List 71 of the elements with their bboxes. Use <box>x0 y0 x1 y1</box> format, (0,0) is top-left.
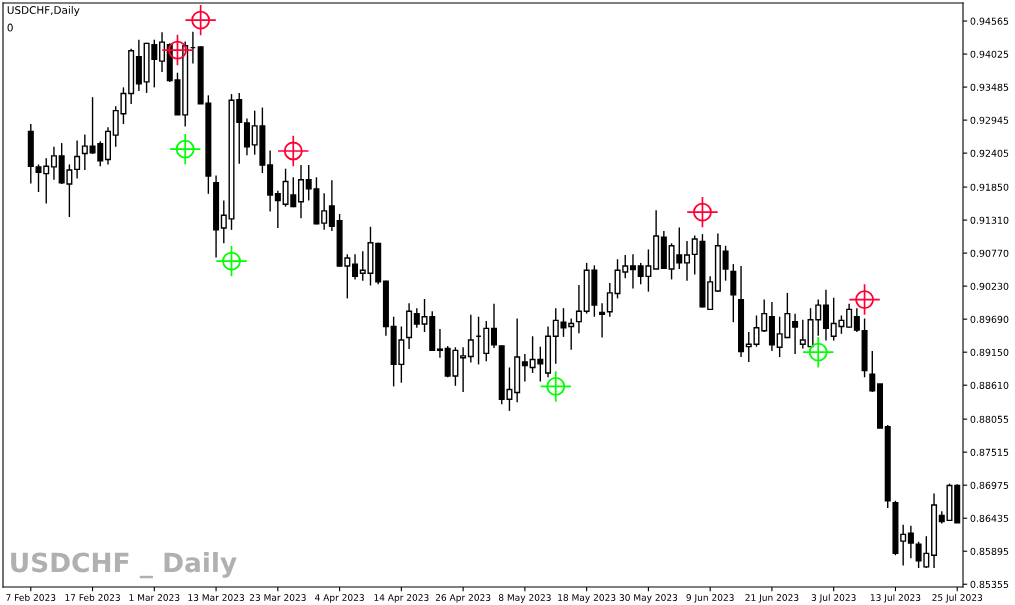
candlestick <box>869 350 876 393</box>
candlestick <box>722 245 729 282</box>
candlestick <box>274 190 281 229</box>
y-tick-label: 0.90770 <box>970 249 1009 257</box>
x-tick-label: 17 Feb 2023 <box>65 593 120 601</box>
x-tick-label: 21 Jun 2023 <box>745 594 799 603</box>
candlestick <box>490 303 498 349</box>
candlestick <box>50 146 57 181</box>
candlestick <box>799 319 806 350</box>
x-tick-label: 3 Jul 2023 <box>811 593 856 603</box>
candlestick <box>321 192 328 231</box>
y-tick-label: 0.91310 <box>970 216 1009 224</box>
candlestick <box>730 263 737 323</box>
candlestick <box>297 164 305 219</box>
y-tick-label: 0.86975 <box>970 481 1009 489</box>
x-tick-label: 23 Mar 2023 <box>249 594 306 601</box>
candlestick <box>568 317 575 351</box>
x-tick-label: 4 Apr 2023 <box>315 594 364 603</box>
x-tick-label: 13 Mar 2023 <box>188 594 244 601</box>
candlestick <box>436 328 443 359</box>
candlestick <box>74 139 81 180</box>
candlestick <box>467 314 474 364</box>
x-tick-label: 8 May 2023 <box>498 594 551 603</box>
x-tick-label: 9 Jun 2023 <box>686 594 734 603</box>
candlestick <box>460 346 467 393</box>
y-tick-label: 0.91850 <box>970 183 1009 191</box>
y-tick-label: 0.85355 <box>970 580 1009 588</box>
x-tick-label: 25 Jul 2023 <box>932 593 983 603</box>
y-tick-label: 0.93485 <box>970 83 1009 91</box>
candlestick <box>575 284 582 334</box>
candlestick <box>220 199 227 245</box>
y-tick-label: 0.88610 <box>970 381 1009 389</box>
candlestick <box>761 298 768 333</box>
candlestick <box>413 307 420 329</box>
candlestick <box>328 179 335 232</box>
candlestick <box>683 240 691 282</box>
candlestick <box>352 253 359 281</box>
y-tick-label: 0.89690 <box>970 315 1009 323</box>
annotation: USDCHF _ Daily <box>11 551 237 579</box>
candlestick <box>81 133 88 171</box>
text: 0 <box>7 23 13 32</box>
x-tick-label: 7 Feb 2023 <box>6 593 56 601</box>
candlestick <box>853 307 860 333</box>
candlestick <box>599 302 606 339</box>
y-tick-label: 0.92405 <box>970 149 1009 157</box>
y-tick-label: 0.87515 <box>970 448 1009 456</box>
candlestick <box>846 303 853 329</box>
x-tick-label: 26 Apr 2023 <box>435 594 491 603</box>
x-tick-label: 18 May 2023 <box>558 594 616 603</box>
chart-title: USDCHF,Daily <box>7 5 80 16</box>
candlestick <box>159 31 166 73</box>
candlestick <box>907 525 914 559</box>
y-tick-label: 0.94025 <box>970 50 1009 58</box>
x-tick-label: 30 May 2023 <box>619 594 678 603</box>
y-tick-label: 0.85895 <box>970 547 1009 555</box>
candlestick <box>243 117 250 156</box>
candlestick <box>521 353 528 383</box>
x-tick-label: 13 Jul 2023 <box>870 593 921 603</box>
y-tick-label: 0.88055 <box>970 415 1009 423</box>
candlestick <box>822 289 829 342</box>
candlestick <box>629 253 636 290</box>
y-tick-label: 0.86435 <box>970 514 1009 522</box>
x-tick-label: 1 Mar 2023 <box>129 594 180 601</box>
y-tick-label: 0.89150 <box>970 348 1009 356</box>
candlestick <box>792 312 799 355</box>
candlestick <box>606 282 613 318</box>
y-tick-label: 0.94565 <box>970 17 1009 25</box>
x-tick-label: 14 Apr 2023 <box>374 594 429 603</box>
candlestick <box>900 523 907 567</box>
y-tick-label: 0.90230 <box>970 282 1009 290</box>
y-tick-label: 0.92945 <box>970 116 1009 124</box>
